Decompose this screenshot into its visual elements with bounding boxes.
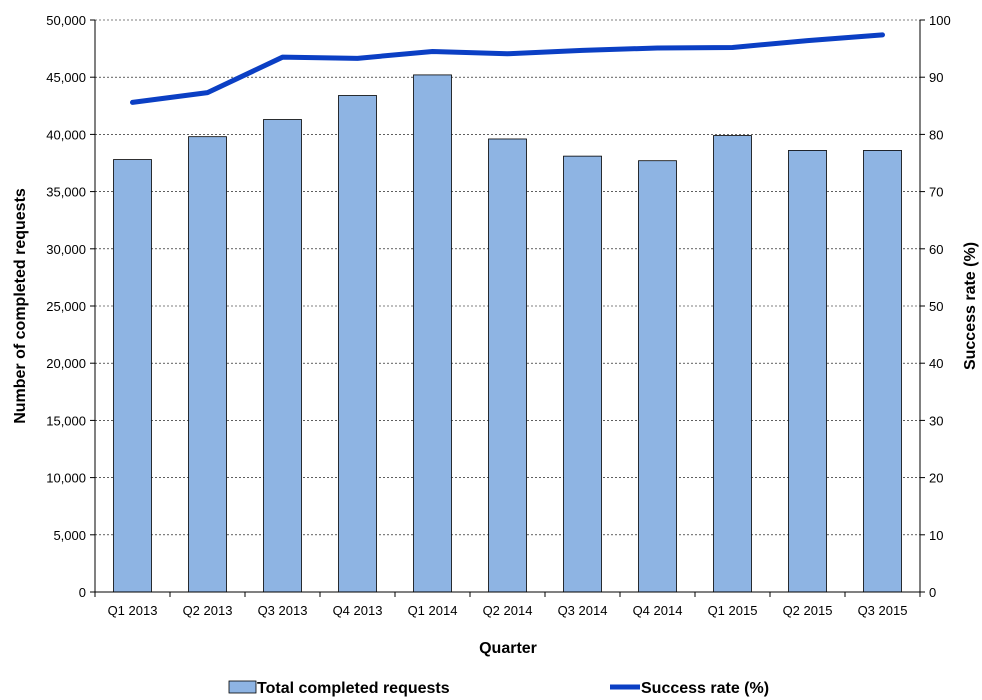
left-axis-tick-label: 0 bbox=[79, 585, 86, 600]
left-axis-tick-label: 40,000 bbox=[46, 127, 86, 142]
bar-series bbox=[113, 74, 902, 593]
left-axis-tick-label: 25,000 bbox=[46, 299, 86, 314]
bar bbox=[563, 155, 602, 593]
x-axis-tick-label: Q3 2015 bbox=[858, 603, 908, 618]
left-axis-tick-label: 30,000 bbox=[46, 242, 86, 257]
success-rate-line bbox=[130, 32, 885, 105]
right-axis-tick-label: 0 bbox=[929, 585, 936, 600]
x-axis-tick-label: Q3 2014 bbox=[558, 603, 608, 618]
x-axis-tick-label: Q3 2013 bbox=[258, 603, 308, 618]
x-axis-tick-label: Q1 2015 bbox=[708, 603, 758, 618]
bar bbox=[338, 95, 377, 593]
left-axis-tick-label: 5,000 bbox=[53, 528, 86, 543]
right-axis-title: Success rate (%) bbox=[962, 242, 979, 370]
axes bbox=[90, 19, 925, 597]
right-axis-tick-label: 50 bbox=[929, 299, 943, 314]
bar bbox=[638, 160, 677, 593]
bar bbox=[413, 74, 452, 593]
right-axis-tick-label: 80 bbox=[929, 127, 943, 142]
legend: Total completed requests Success rate (%… bbox=[228, 680, 769, 697]
x-axis-tick-labels: Q1 2013 Q2 2013 Q3 2013 Q4 2013 Q1 2014 Q2 20… bbox=[108, 603, 908, 618]
x-axis-tick-label: Q2 2013 bbox=[183, 603, 233, 618]
left-axis-tick-label: 45,000 bbox=[46, 70, 86, 85]
x-axis-tick-label: Q2 2015 bbox=[783, 603, 833, 618]
x-axis-tick-label: Q1 2013 bbox=[108, 603, 158, 618]
bar bbox=[263, 119, 302, 593]
right-axis-tick-label: 90 bbox=[929, 70, 943, 85]
right-axis-tick-label: 10 bbox=[929, 528, 943, 543]
right-axis-tick-label: 100 bbox=[929, 13, 951, 28]
legend-label-bars: Total completed requests bbox=[257, 680, 450, 697]
bar bbox=[863, 150, 902, 593]
left-axis-tick-label: 35,000 bbox=[46, 185, 86, 200]
x-axis-tick-label: Q4 2013 bbox=[333, 603, 383, 618]
left-axis-tick-label: 20,000 bbox=[46, 356, 86, 371]
left-axis-tick-labels: 0 5,000 10,000 15,000 20,000 25,000 30,000 35,0… bbox=[46, 13, 86, 600]
legend-bar-swatch bbox=[228, 680, 257, 694]
legend-label-line: Success rate (%) bbox=[641, 680, 769, 697]
right-axis-tick-label: 20 bbox=[929, 471, 943, 486]
right-axis-tick-labels: 0 10 20 30 40 50 60 70 80 90 100 bbox=[929, 13, 951, 600]
x-axis-tick-label: Q4 2014 bbox=[633, 603, 683, 618]
x-axis-title: Quarter bbox=[479, 640, 537, 657]
left-axis-title: Number of completed requests bbox=[12, 188, 29, 424]
left-axis-tick-label: 10,000 bbox=[46, 471, 86, 486]
right-axis-tick-label: 30 bbox=[929, 413, 943, 428]
bar bbox=[788, 150, 827, 593]
bar bbox=[188, 136, 227, 593]
bar bbox=[713, 135, 752, 593]
x-axis-tick-label: Q2 2014 bbox=[483, 603, 533, 618]
line-series bbox=[130, 32, 885, 105]
x-axis-tick-label: Q1 2014 bbox=[408, 603, 458, 618]
left-axis-tick-label: 50,000 bbox=[46, 13, 86, 28]
right-axis-tick-label: 40 bbox=[929, 356, 943, 371]
bar bbox=[113, 159, 152, 593]
left-axis-tick-label: 15,000 bbox=[46, 413, 86, 428]
right-axis-tick-label: 60 bbox=[929, 242, 943, 257]
right-axis-tick-label: 70 bbox=[929, 185, 943, 200]
bar bbox=[488, 138, 527, 593]
